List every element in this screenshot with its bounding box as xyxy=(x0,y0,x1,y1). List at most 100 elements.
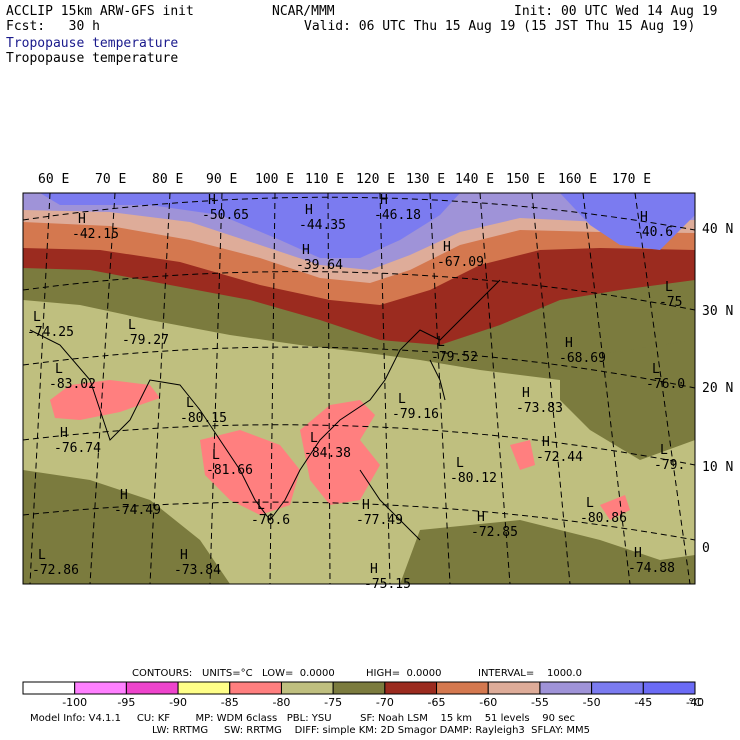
lon-label: 80 E xyxy=(152,172,184,187)
extremum-type: H xyxy=(380,193,388,208)
extremum-value: -72.85 xyxy=(471,525,518,540)
lat-label: 0 xyxy=(702,541,710,556)
extremum-value: -50.65 xyxy=(202,208,249,223)
lon-label: 130 E xyxy=(406,172,446,187)
colorbar-swatch xyxy=(539,681,593,695)
band-m85-m80-pacific xyxy=(510,440,535,470)
extremum-value: -76.74 xyxy=(54,441,101,456)
extremum-type: L xyxy=(660,443,668,458)
valid-time: Valid: 06 UTC Thu 15 Aug 19 (15 JST Thu … xyxy=(304,19,696,34)
band-m85-m80-indochina xyxy=(200,430,300,515)
lon-label: 100 E xyxy=(255,172,295,187)
extremum-type: L xyxy=(33,310,41,325)
extremum-type: L xyxy=(398,392,406,407)
lon-label: 140 E xyxy=(455,172,495,187)
colorbar-tick-label: -95 xyxy=(117,696,136,709)
band-m50-m45-north xyxy=(40,193,460,258)
graticule xyxy=(23,193,695,584)
colorbar-swatch xyxy=(22,681,76,695)
colorbar-tick-label: -80 xyxy=(272,696,291,709)
colorbar-tick-label: -85 xyxy=(220,696,239,709)
extremum-value: -74.88 xyxy=(628,561,675,576)
extremum-value: -79.52 xyxy=(431,350,478,365)
lat-label: 30 N xyxy=(702,304,734,319)
extremum-value: -72.44 xyxy=(536,450,583,465)
extremum-type: H xyxy=(60,426,68,441)
contour-units: UNITS=°C xyxy=(202,668,253,679)
extremum-value: -40.6 xyxy=(634,225,674,240)
extremum-value: -72.86 xyxy=(32,563,79,578)
extremum-type: L xyxy=(310,431,318,446)
extremum-value: -73.84 xyxy=(174,563,221,578)
band-m70-m65 xyxy=(23,240,695,345)
extremum-type: L xyxy=(128,318,136,333)
map-frame xyxy=(22,192,696,585)
model-title: ACCLIP 15km ARW-GFS init xyxy=(6,4,194,19)
colorbar-swatch xyxy=(332,681,386,695)
extremum-value: -83.02 xyxy=(49,377,96,392)
colorbar-tick-label: -40 xyxy=(686,696,704,709)
contour-high: HIGH= 0.0000 xyxy=(366,668,442,679)
coastline xyxy=(29,279,501,541)
colorbar-swatch xyxy=(642,681,696,695)
model-info-line2: LW: RRTMG SW: RRTMG DIFF: simple KM: 2D … xyxy=(152,725,591,736)
contour-low: LOW= 0.0000 xyxy=(262,668,335,679)
colorbar-tick-label: -75 xyxy=(324,696,343,709)
extremum-type: H xyxy=(78,212,86,227)
lon-label: 60 E xyxy=(38,172,70,187)
init-time: Init: 00 UTC Wed 14 Aug 19 xyxy=(514,4,718,19)
extremum-value: -80.15 xyxy=(180,411,227,426)
extremum-value: -74.25 xyxy=(27,325,74,340)
lon-label: 160 E xyxy=(558,172,598,187)
extremum-value: -76.6 xyxy=(251,513,291,528)
colorbar-tick-label: -100 xyxy=(62,696,88,709)
extremum-value: -76.0 xyxy=(646,377,686,392)
extremum-type: H xyxy=(305,203,313,218)
extremum-value: -67.09 xyxy=(437,255,484,270)
colorbar-tick-label: -70 xyxy=(375,696,394,709)
extremum-value: -44.35 xyxy=(299,218,346,233)
extremum-value: -39.64 xyxy=(296,258,343,273)
colorbar-swatch xyxy=(487,681,541,695)
colorbar-tick-label: -55 xyxy=(530,696,549,709)
colorbar-tick-label: -65 xyxy=(427,696,446,709)
extremum-value: -80.12 xyxy=(450,471,497,486)
extremum-type: H xyxy=(370,562,378,577)
extremum-value: -68.69 xyxy=(559,351,606,366)
band-m60-m55 xyxy=(23,205,695,283)
colorbar xyxy=(22,681,696,695)
colorbar-unit: °C xyxy=(688,696,702,709)
extremum-type: L xyxy=(652,362,660,377)
extremum-type: L xyxy=(38,548,46,563)
colorbar-tick-label: -60 xyxy=(479,696,498,709)
extremum-type: L xyxy=(212,448,220,463)
extremum-type: H xyxy=(542,435,550,450)
extremum-type: H xyxy=(443,240,451,255)
contour-interval: INTERVAL= 1000.0 xyxy=(478,668,582,679)
extremum-type: H xyxy=(302,243,310,258)
colorbar-tick-label: -50 xyxy=(582,696,601,709)
extremum-type: L xyxy=(55,362,63,377)
extremum-value: -42.15 xyxy=(72,227,119,242)
field-title-secondary: Tropopause temperature xyxy=(6,51,179,66)
band-m75-m70-south xyxy=(400,520,695,584)
lon-label: 70 E xyxy=(95,172,127,187)
extremum-value: -75 xyxy=(659,295,683,310)
extremum-value: -74.49 xyxy=(114,503,161,518)
extremum-type: L xyxy=(456,456,464,471)
colorbar-swatch xyxy=(229,681,282,695)
band-m75-m70-north xyxy=(23,265,695,380)
colorbar-swatch xyxy=(177,681,231,695)
extremum-type: H xyxy=(640,210,648,225)
extremum-type: H xyxy=(634,546,642,561)
extremum-type: L xyxy=(186,396,194,411)
colorbar-swatch xyxy=(74,681,127,695)
band-m85-m80-philippine xyxy=(600,495,630,520)
extremum-type: L xyxy=(665,280,673,295)
lon-label: 170 E xyxy=(612,172,652,187)
colorbar-swatch xyxy=(436,681,489,695)
band-m85-m80-scs xyxy=(300,400,380,505)
model-info-line1: Model Info: V4.1.1 CU: KF MP: WDM 6class… xyxy=(30,713,576,724)
extremum-value: -79.16 xyxy=(392,407,439,422)
extremum-value: -80.86 xyxy=(580,511,627,526)
